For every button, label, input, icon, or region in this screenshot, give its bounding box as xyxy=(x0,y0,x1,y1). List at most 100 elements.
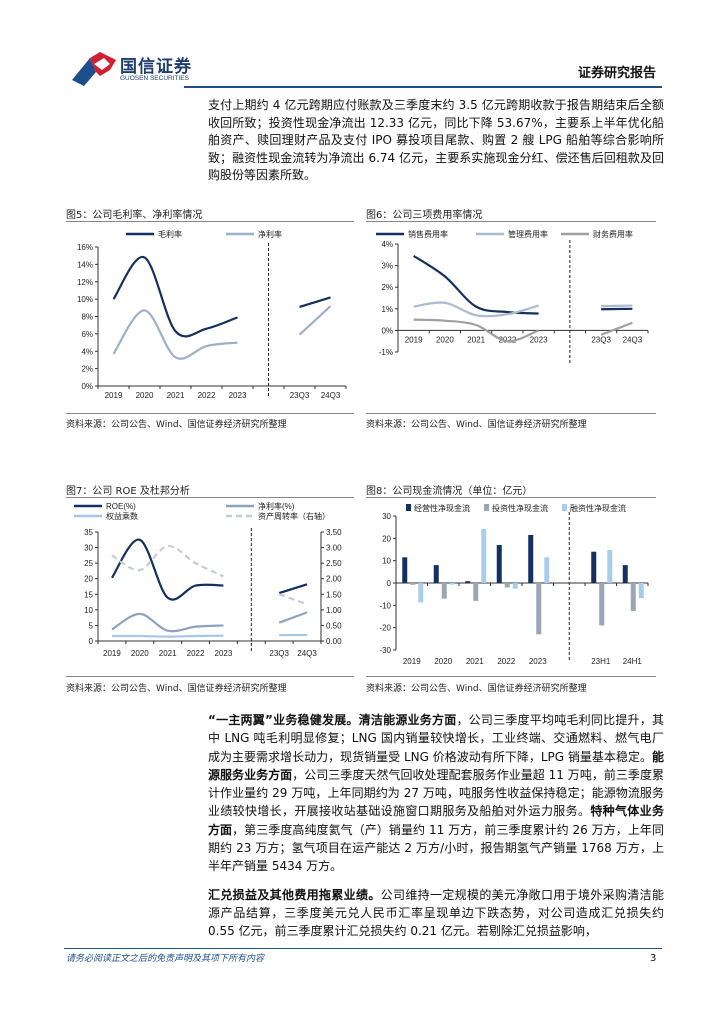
logo-text: 国信证券 xyxy=(120,57,192,77)
x-tick-label: 2023 xyxy=(530,335,548,344)
series-line-quarterly xyxy=(298,305,332,336)
y-tick-label: 2% xyxy=(81,365,93,374)
y-tick-label: 0 xyxy=(89,637,94,646)
y2-tick-label: 0.50 xyxy=(326,621,342,630)
x-tick-label: 2022 xyxy=(497,657,515,666)
x-tick-label: 2020 xyxy=(131,649,149,658)
guosen-logo: 国信证券 GUOSEN SECURITIES xyxy=(70,50,200,86)
bar-2023 xyxy=(528,534,534,583)
bar-2020 xyxy=(449,583,455,585)
figure7-chart: 0 5 10 15 20 25 30 35 0.00 0.50 1.00 1.50 2.00 2.50 3.… xyxy=(74,501,342,658)
figure5-source: 资料来源：公司公告、Wind、国信证券经济研究所整理 xyxy=(66,420,287,430)
y-tick-label: 3% xyxy=(381,262,393,271)
bar-2020 xyxy=(441,583,447,599)
bar-2022 xyxy=(504,583,510,588)
series-line-quarterly xyxy=(278,611,308,624)
cashflow-paragraph: 支付上期约 4 亿元跨期应付账款及三季度末约 3.5 亿元跨期收款于报告期结束后… xyxy=(208,98,664,182)
divider xyxy=(66,497,354,498)
divider xyxy=(366,676,656,677)
divider xyxy=(366,497,656,498)
y-tick-label: -10 xyxy=(379,601,391,610)
y2-tick-label: 1.50 xyxy=(326,590,342,599)
figure8-chart: -30 -20 -10 0 10 20 30 2019 2020 2021 2022 2023 23H1… xyxy=(379,503,649,666)
bar-23H1 xyxy=(607,549,613,583)
series-line-annual xyxy=(111,612,224,633)
x-tick-label: 2019 xyxy=(403,657,421,666)
series-line-quarterly xyxy=(601,304,633,308)
legend-swatch xyxy=(562,504,567,511)
text: ，公司三季度平均吨毛利同比提升，其中 LNG 吨毛利明显修复；LNG 国内销量较… xyxy=(208,713,664,764)
bar-2023 xyxy=(536,583,542,635)
series-line-annual xyxy=(413,254,539,315)
header-divider xyxy=(184,86,662,88)
figure5-chart: 0% 2% 4% 6% 8% 10% 12% 14% 16% 2019 2020 2021 2022 20… xyxy=(77,229,347,400)
bar-2021 xyxy=(481,528,487,583)
y-tick-label: 5 xyxy=(89,621,94,630)
x-tick-label: 2021 xyxy=(466,657,484,666)
series-line-quarterly xyxy=(299,296,331,308)
divider xyxy=(366,221,656,222)
y-tick-label: 4% xyxy=(81,347,93,356)
footer-divider xyxy=(64,948,662,949)
legend-label: 融资性净现金流 xyxy=(570,503,626,513)
y-tick-label: 25 xyxy=(84,559,93,568)
x-tick-label: 2020 xyxy=(434,657,452,666)
y-tick-label: 10 xyxy=(84,606,93,615)
bold-lead: 汇兑损益及其他费用拖累业绩。 xyxy=(208,887,381,902)
legend-label: 净利率 xyxy=(258,229,282,239)
figure7-title: 图7：公司 ROE 及杜邦分析 xyxy=(66,486,190,497)
y-tick-label: 14% xyxy=(77,260,93,269)
x-tick-label: 2023 xyxy=(229,391,247,400)
series-line-annual xyxy=(111,538,224,601)
y-tick-label: 30 xyxy=(84,544,93,553)
figure7-source: 资料来源：公司公告、Wind、国信证券经济研究所整理 xyxy=(66,684,287,694)
bar-24H1 xyxy=(630,583,636,611)
y-tick-label: 6% xyxy=(81,330,93,339)
legend-swatch xyxy=(484,504,489,511)
bar-23H1 xyxy=(591,551,597,583)
footer-disclaimer: 请务必阅读正文之后的免责声明及其项下所有内容 xyxy=(66,954,265,964)
fx-paragraph: 汇兑损益及其他费用拖累业绩。公司维持一定规模的美元净敞口用于境外采购清洁能源产品… xyxy=(208,886,664,941)
y-tick-label: -20 xyxy=(379,624,391,633)
legend-label: ROE(%) xyxy=(106,502,136,511)
bold-lead: “一主两翼”业务稳健发展。清洁能源业务方面 xyxy=(208,713,457,727)
x-tick-label: 2019 xyxy=(103,649,121,658)
x-tick-label: 24Q3 xyxy=(297,649,317,658)
y-tick-label: 10 xyxy=(382,557,391,566)
bar-24H1 xyxy=(622,565,628,583)
x-tick-label: 23H1 xyxy=(591,657,611,666)
divider xyxy=(66,676,354,677)
logo-subtext: GUOSEN SECURITIES xyxy=(120,75,189,82)
series-line-quarterly xyxy=(278,583,308,595)
divider xyxy=(66,413,354,414)
bold-lead: 能源服务业务方面 xyxy=(208,749,664,782)
x-tick-label: 23Q3 xyxy=(591,335,611,344)
bar-2021 xyxy=(465,581,471,583)
page-number: 3 xyxy=(650,953,657,964)
series-line-annual xyxy=(413,318,540,343)
bar-2023 xyxy=(544,557,550,583)
y-tick-label: 30 xyxy=(382,512,391,521)
figure5-title: 图5：公司毛利率、净利率情况 xyxy=(66,210,203,221)
y2-tick-label: 2.50 xyxy=(326,559,342,568)
y-tick-label: 0 xyxy=(387,579,392,588)
y2-tick-label: 0.00 xyxy=(326,637,342,646)
x-tick-label: 23Q3 xyxy=(269,649,289,658)
series-line-quarterly xyxy=(278,593,308,606)
x-tick-label: 2020 xyxy=(436,335,454,344)
bar-23H1 xyxy=(599,583,605,626)
x-tick-label: 2019 xyxy=(405,335,423,344)
x-tick-label: 2021 xyxy=(159,649,177,658)
legend-swatch xyxy=(406,504,411,511)
x-tick-label: 2023 xyxy=(529,657,547,666)
y2-tick-label: 3.50 xyxy=(326,528,342,537)
text: 公司维持一定规模的美元净敞口用于境外采购清洁能源产品结算，三季度美元兑人民币汇率… xyxy=(208,887,664,939)
y-tick-label: 12% xyxy=(77,278,93,287)
x-tick-label: 24H1 xyxy=(623,657,643,666)
x-tick-label: 24Q3 xyxy=(623,335,643,344)
business-paragraph: “一主两翼”业务稳健发展。清洁能源业务方面，公司三季度平均吨毛利同比提升，其中 … xyxy=(208,711,664,876)
y-tick-label: 35 xyxy=(84,528,93,537)
bar-2022 xyxy=(496,545,502,583)
x-tick-label: 24Q3 xyxy=(321,391,341,400)
x-tick-label: 2020 xyxy=(136,391,154,400)
